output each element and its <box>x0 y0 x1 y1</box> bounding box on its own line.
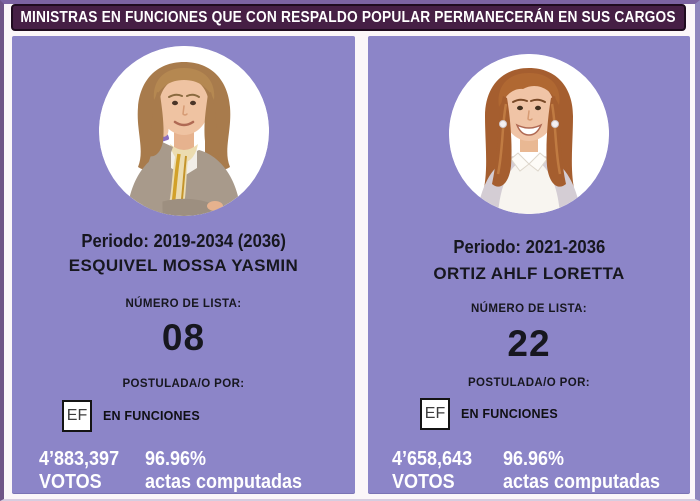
party-name: EN FUNCIONES <box>103 409 200 423</box>
portrait-esquivel-illustration <box>98 46 269 216</box>
page-title: MINISTRAS EN FUNCIONES QUE CON RESPALDO … <box>20 8 677 26</box>
photo-ortiz <box>449 54 609 214</box>
votes-column: 4’658,643 VOTOS <box>392 448 503 494</box>
party-row: EF EN FUNCIONES <box>62 400 200 432</box>
party-row: EF EN FUNCIONES <box>420 398 558 430</box>
lista-number: 22 <box>507 323 551 364</box>
actas-value: 96.96% <box>145 448 207 470</box>
header-banner: MINISTRAS EN FUNCIONES QUE CON RESPALDO … <box>11 4 686 31</box>
results-row: 4’658,643 VOTOS 96.96% actas computadas <box>392 448 678 494</box>
periodo-text: Periodo: 2019-2034 (2036) <box>81 230 286 251</box>
minister-card-esquivel: Periodo: 2019-2034 (2036) ESQUIVEL MOSSA… <box>12 36 355 493</box>
actas-value: 96.96% <box>503 448 565 470</box>
party-logo-ef: EF <box>62 400 92 432</box>
party-name: EN FUNCIONES <box>461 407 558 421</box>
results-row: 4’883,397 VOTOS 96.96% actas computadas <box>39 448 320 494</box>
periodo-text: Periodo: 2021-2036 <box>453 236 605 257</box>
actas-label: actas computadas <box>503 471 661 494</box>
votes-value: 4’658,643 <box>392 448 473 470</box>
actas-label: actas computadas <box>145 471 303 494</box>
portrait-ortiz-illustration <box>449 54 609 214</box>
votes-value: 4’883,397 <box>39 448 120 470</box>
minister-name: ESQUIVEL MOSSA YASMIN <box>68 256 299 275</box>
lista-label: NÚMERO DE LISTA: <box>470 303 588 315</box>
lista-label: NÚMERO DE LISTA: <box>125 298 242 310</box>
lista-number: 08 <box>161 317 206 358</box>
party-logo-ef: EF <box>420 398 450 430</box>
minister-card-ortiz: Periodo: 2021-2036 ORTIZ AHLF LORETTA NÚ… <box>368 36 690 493</box>
votes-label: VOTOS <box>39 471 102 494</box>
photo-esquivel <box>98 46 269 216</box>
actas-column: 96.96% actas computadas <box>503 448 678 494</box>
votes-label: VOTOS <box>392 471 455 494</box>
minister-name: ORTIZ AHLF LORETTA <box>433 264 625 283</box>
actas-column: 96.96% actas computadas <box>145 448 320 494</box>
postulada-label: POSTULADA/O POR: <box>122 378 245 390</box>
postulada-label: POSTULADA/O POR: <box>467 377 591 389</box>
votes-column: 4’883,397 VOTOS <box>39 448 145 494</box>
